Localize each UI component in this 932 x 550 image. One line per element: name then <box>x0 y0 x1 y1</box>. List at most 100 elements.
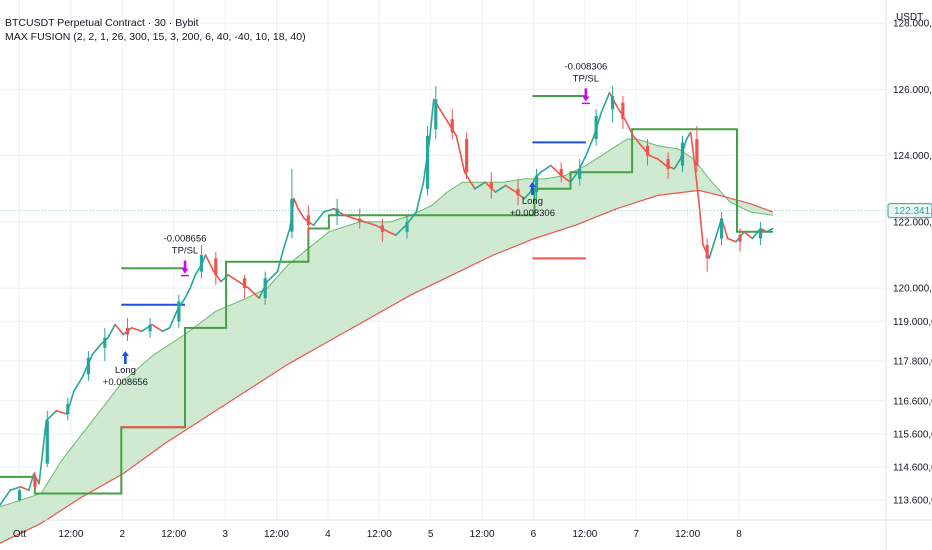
candle-body <box>705 245 709 259</box>
time-axis[interactable]: Ott 12:00 2 12:00 3 12:00 4 12:00 5 12:00 6 12:00 7 1… <box>13 529 742 540</box>
candle-body <box>148 324 152 332</box>
y-tick-label: 115.600,0 <box>893 429 932 440</box>
candle-body <box>738 235 742 242</box>
price-segment <box>282 227 291 250</box>
price-segment <box>585 134 595 157</box>
x-tick-label: 3 <box>222 529 228 540</box>
price-segment <box>73 376 84 392</box>
y-tick-label: 122.000,0 <box>893 217 932 228</box>
candle-body <box>516 188 520 196</box>
price-segment <box>387 231 397 236</box>
candle-body <box>335 208 339 216</box>
price-segment <box>698 201 704 246</box>
candle-body <box>559 168 563 176</box>
y-tick-label: 128.000,0 <box>893 19 932 30</box>
price-segment <box>694 164 700 203</box>
exit-arrow-icon <box>181 260 189 274</box>
price-segment <box>38 419 48 485</box>
cloud-fill <box>0 139 773 544</box>
x-tick-label: 4 <box>325 529 331 540</box>
slow-ma <box>0 189 774 544</box>
y-tick-label: 124.000,0 <box>893 151 932 162</box>
last-price-box <box>887 203 932 219</box>
axis-unit: USDT <box>896 12 923 23</box>
price-segment <box>673 158 682 170</box>
candle-body <box>66 404 70 415</box>
price-segment <box>689 131 696 167</box>
x-tick-label: 12:00 <box>161 529 186 540</box>
candle-body <box>199 255 204 272</box>
candles <box>17 86 763 502</box>
x-tick-label: 12:00 <box>367 529 392 540</box>
price-segment <box>55 409 68 415</box>
candle-body <box>290 198 294 232</box>
price-segment <box>297 207 306 220</box>
price-segment <box>550 164 563 177</box>
indicator-label: MAX FUSION (2, 2, 1, 26, 300, 15, 3, 200… <box>5 31 306 43</box>
exit-value: -0.008306 <box>564 61 607 72</box>
price-segment <box>276 247 285 273</box>
candle-body <box>759 228 763 239</box>
slow-ma-line <box>0 189 774 544</box>
candle-body <box>425 135 430 189</box>
candle-body <box>434 99 438 130</box>
price-segment <box>394 224 407 236</box>
price-axis[interactable]: 113.600,0 114.600,0 115.600,0 116.600,0 117.… <box>893 19 932 507</box>
candle-body <box>666 158 670 169</box>
long-value: +0.008656 <box>103 377 148 388</box>
price-segment <box>151 323 164 333</box>
x-tick-label: 5 <box>428 529 434 540</box>
candle-body <box>680 142 685 166</box>
price-segment <box>708 237 717 260</box>
price-segment <box>539 164 552 174</box>
candle-body <box>405 221 409 232</box>
price-segment <box>107 323 116 339</box>
long-arrow-icon <box>528 182 536 196</box>
exit-label: TP/SL <box>573 73 599 84</box>
price-segment <box>657 158 667 167</box>
y-tick-label: 116.600,0 <box>893 396 932 407</box>
candle-body <box>450 119 454 133</box>
price-segment <box>266 270 279 283</box>
x-tick-label: 12:00 <box>470 529 495 540</box>
price-segment <box>9 486 22 491</box>
trade-annotations: Long+0.008656-0.008656TP/SLLong+0.008306… <box>103 61 607 388</box>
candle-body <box>489 182 493 189</box>
price-segment <box>600 91 611 114</box>
candle-body <box>695 139 699 166</box>
x-tick-label: 2 <box>120 529 126 540</box>
price-segment <box>624 118 634 137</box>
price-segment <box>189 274 197 289</box>
candle-body <box>621 102 625 120</box>
exit-label: TP/SL <box>172 246 198 257</box>
candle-body <box>263 278 267 299</box>
candle-body <box>177 301 181 322</box>
price-segment <box>343 214 356 220</box>
price-segment <box>19 486 30 491</box>
long-value: +0.008306 <box>510 208 555 219</box>
candle-body <box>306 215 310 226</box>
price-segment <box>293 197 299 210</box>
price-segment <box>204 254 215 273</box>
candle-body <box>578 168 582 179</box>
price-segment <box>247 287 260 299</box>
y-tick-label: 119.000,0 <box>893 317 932 328</box>
price-segment <box>312 211 325 227</box>
x-tick-label: 12:00 <box>572 529 597 540</box>
candle-body <box>610 96 615 110</box>
price-segment <box>322 207 335 213</box>
y-tick-label: 117.800,0 <box>893 357 932 368</box>
candle-body <box>380 225 384 232</box>
x-tick-label: Ott <box>13 529 27 540</box>
y-tick-label: 114.600,0 <box>893 463 932 474</box>
price-segment <box>130 327 143 333</box>
candle-body <box>594 115 598 140</box>
price-segment <box>168 310 178 329</box>
price-series <box>0 91 774 506</box>
long-label: Long <box>115 365 136 376</box>
stair-line-path <box>0 128 773 495</box>
price-segment <box>685 131 692 140</box>
x-tick-label: 7 <box>633 529 639 540</box>
